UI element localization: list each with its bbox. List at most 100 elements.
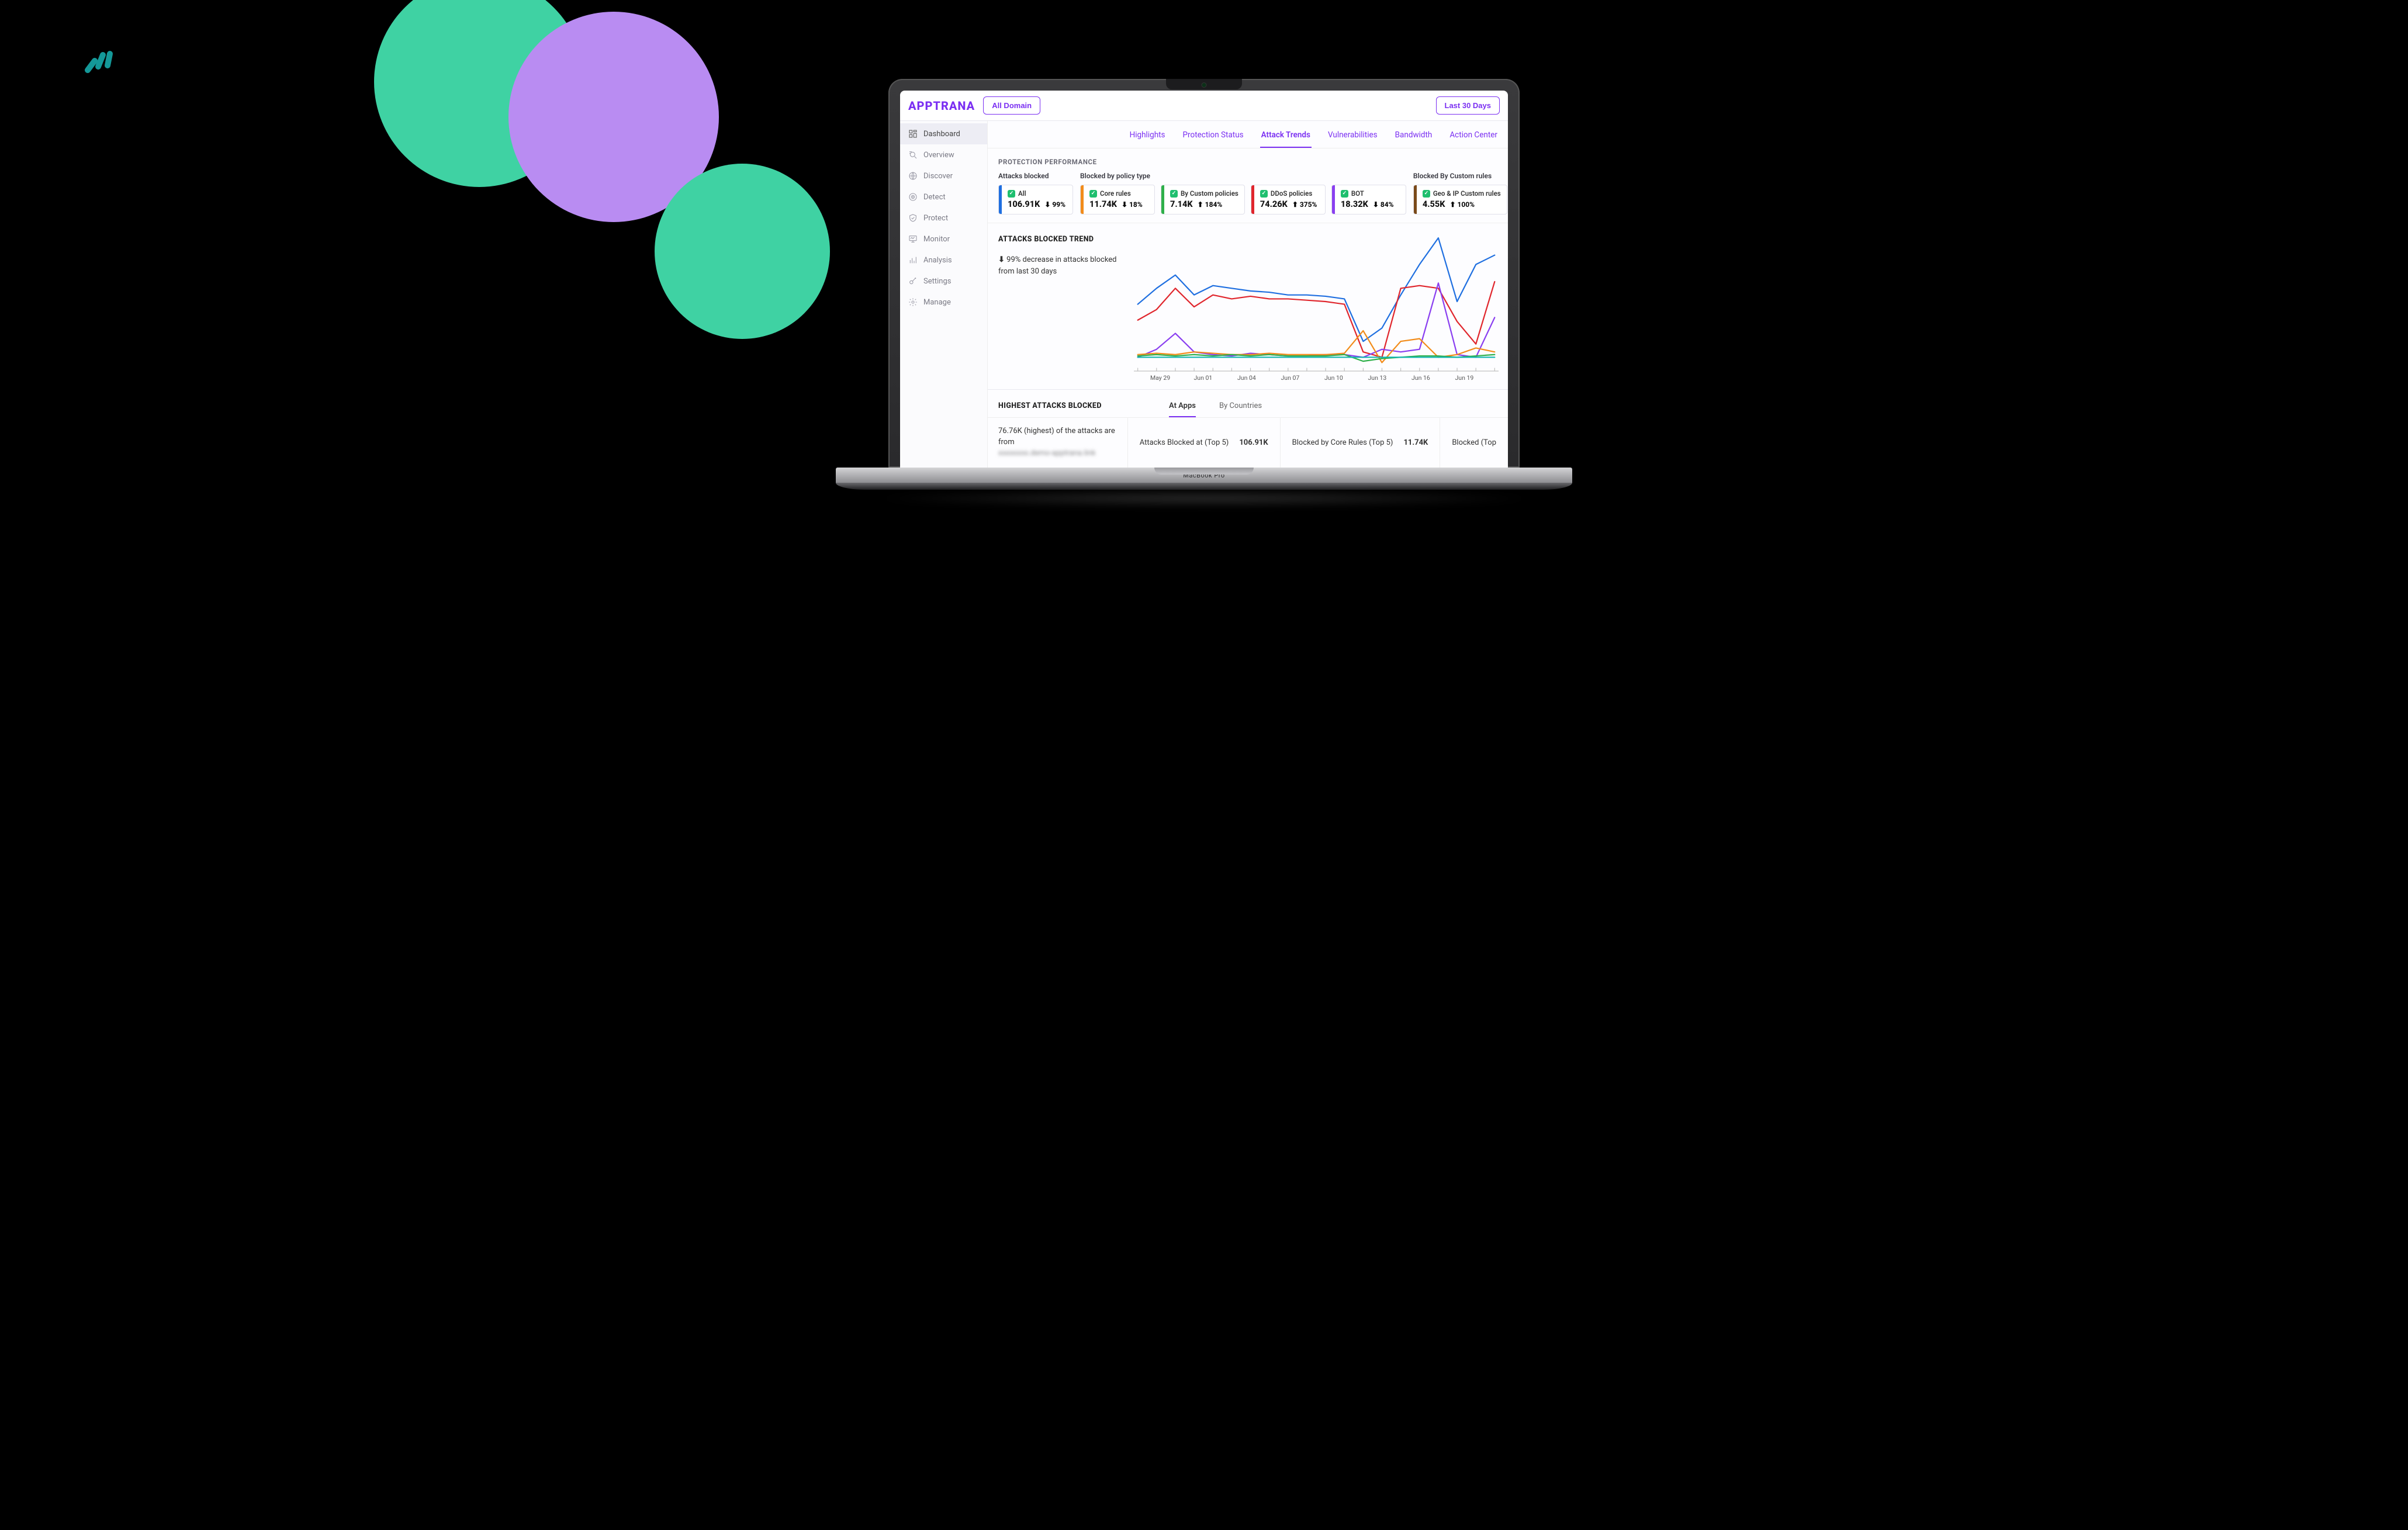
bg-circle-green-2	[655, 164, 830, 339]
highest-subtabs: At Apps By Countries	[1146, 392, 1262, 417]
kpi-title: By Custom policies	[1181, 189, 1238, 198]
highest-metric: Attacks Blocked at (Top 5)106.91K	[1127, 418, 1280, 468]
brand-logo: APPTRANA	[908, 99, 975, 113]
dashboard-icon	[908, 129, 918, 139]
sidebar-item-protect[interactable]: Protect	[900, 207, 987, 229]
sidebar-item-manage[interactable]: Manage	[900, 292, 987, 313]
tab-row: Highlights Protection Status Attack Trends…	[988, 121, 1508, 148]
sidebar: Dashboard Overview Discover Detect Protect Mo…	[900, 121, 988, 468]
highest-metric: Blocked (Top	[1440, 418, 1508, 468]
metric-label: Blocked (Top	[1452, 438, 1496, 448]
x-tick-label: Jun 07	[1281, 374, 1325, 382]
highest-desc: 76.76K (highest) of the attacks are from…	[988, 418, 1127, 468]
trend-chart: May 29Jun 01Jun 04Jun 07Jun 10Jun 13Jun …	[1134, 223, 1508, 389]
date-range-button[interactable]: Last 30 Days	[1436, 96, 1500, 115]
content-area: Highlights Protection Status Attack Trends…	[988, 121, 1508, 468]
tab-vulnerabilities[interactable]: Vulnerabilities	[1327, 128, 1379, 148]
kpi-group-label: Blocked By Custom rules	[1413, 172, 1507, 181]
sidebar-item-label: Detect	[923, 193, 946, 202]
trend-x-axis: May 29Jun 01Jun 04Jun 07Jun 10Jun 13Jun …	[1134, 372, 1499, 382]
kpi-card[interactable]: ✓By Custom policies 7.14K ⬆ 184%	[1161, 185, 1245, 214]
metric-label: Blocked by Core Rules (Top 5)	[1292, 438, 1393, 448]
app-screen: APPTRANA All Domain Last 30 Days Dashboa…	[900, 91, 1508, 468]
sidebar-item-overview[interactable]: Overview	[900, 144, 987, 165]
check-icon: ✓	[1341, 190, 1348, 198]
detect-icon	[908, 192, 918, 202]
kpi-value: 18.32K	[1341, 199, 1368, 209]
sidebar-item-label: Overview	[923, 151, 954, 160]
kpi-value: 7.14K	[1170, 199, 1193, 209]
tab-attack-trends[interactable]: Attack Trends	[1260, 128, 1312, 148]
sidebar-item-dashboard[interactable]: Dashboard	[900, 123, 987, 144]
section-label-protection: PROTECTION PERFORMANCE	[988, 148, 1508, 172]
sidebar-item-label: Protect	[923, 214, 948, 223]
kpi-delta: ⬇ 84%	[1373, 200, 1394, 209]
tab-action-center[interactable]: Action Center	[1448, 128, 1499, 148]
x-tick-label: Jun 16	[1411, 374, 1455, 382]
sidebar-item-label: Analysis	[923, 256, 952, 265]
protect-icon	[908, 213, 918, 223]
kpi-group-label: Attacks blocked	[998, 172, 1073, 181]
metric-label: Attacks Blocked at (Top 5)	[1140, 438, 1229, 448]
metric-value: 11.74K	[1403, 438, 1428, 447]
kpi-delta: ⬆ 375%	[1292, 200, 1317, 209]
monitor-icon	[908, 234, 918, 244]
highest-metric: Blocked by Core Rules (Top 5) 11.74K	[1280, 418, 1440, 468]
laptop-base: MacBook Pro	[836, 468, 1572, 507]
laptop-notch	[1166, 79, 1242, 89]
tab-protection-status[interactable]: Protection Status	[1182, 128, 1245, 148]
kpi-card[interactable]: ✓BOT 18.32K ⬇ 84%	[1331, 185, 1406, 214]
kpi-card[interactable]: ✓Core rules 11.74K ⬇ 18%	[1080, 185, 1155, 214]
x-tick-label: Jun 01	[1194, 374, 1238, 382]
kpi-title: Core rules	[1100, 189, 1131, 198]
sidebar-item-analysis[interactable]: Analysis	[900, 250, 987, 271]
analysis-icon	[908, 255, 918, 265]
manage-icon	[908, 297, 918, 307]
kpi-title: BOT	[1351, 189, 1364, 198]
laptop-frame: APPTRANA All Domain Last 30 Days Dashboa…	[888, 79, 1520, 468]
highest-title: HIGHEST ATTACKS BLOCKED	[988, 390, 1146, 417]
x-tick-label: Jun 19	[1455, 374, 1499, 382]
sidebar-item-label: Settings	[923, 277, 951, 286]
x-tick-label: Jun 04	[1237, 374, 1281, 382]
highest-source-blurred: xxxxxxxx.demo-apptrana.link	[998, 448, 1096, 459]
kpi-value: 106.91K	[1008, 199, 1040, 209]
x-tick-label: Jun 13	[1368, 374, 1412, 382]
tab-highlights[interactable]: Highlights	[1129, 128, 1167, 148]
kpi-group: Attacks blocked ✓All 106.91K ⬇ 99%	[998, 172, 1073, 214]
sidebar-item-label: Monitor	[923, 235, 950, 244]
topbar: APPTRANA All Domain Last 30 Days	[900, 91, 1508, 121]
kpi-card[interactable]: ✓DDoS policies 74.26K ⬆ 375%	[1251, 185, 1326, 214]
domain-selector-button[interactable]: All Domain	[983, 96, 1040, 115]
kpi-delta: ⬇ 99%	[1044, 200, 1065, 209]
check-icon: ✓	[1008, 190, 1015, 198]
check-icon: ✓	[1260, 190, 1268, 198]
kpi-title: Geo & IP Custom rules	[1433, 189, 1501, 198]
kpi-delta: ⬇ 18%	[1122, 200, 1143, 209]
kpi-card[interactable]: ✓All 106.91K ⬇ 99%	[998, 185, 1073, 214]
subtab-by-countries[interactable]: By Countries	[1219, 401, 1262, 417]
discover-icon	[908, 171, 918, 181]
sidebar-item-detect[interactable]: Detect	[900, 186, 987, 207]
sidebar-item-label: Dashboard	[923, 130, 960, 139]
highest-section: HIGHEST ATTACKS BLOCKED At Apps By Countr…	[988, 389, 1508, 468]
spark-accent-icon	[82, 47, 117, 77]
check-icon: ✓	[1170, 190, 1178, 198]
kpi-row: Attacks blocked ✓All 106.91K ⬇ 99% Block…	[988, 172, 1508, 223]
tab-bandwidth[interactable]: Bandwidth	[1394, 128, 1434, 148]
kpi-group-label: Blocked by policy type	[1080, 172, 1406, 181]
trend-summary: ⬇ 99% decrease in attacks blocked from l…	[998, 254, 1123, 277]
kpi-card[interactable]: ✓Geo & IP Custom rules 4.55K ⬆ 100%	[1413, 185, 1507, 214]
x-tick-label: Jun 10	[1324, 374, 1368, 382]
trend-title: ATTACKS BLOCKED TREND	[998, 235, 1123, 244]
kpi-title: DDoS policies	[1271, 189, 1312, 198]
x-tick-label: May 29	[1150, 374, 1194, 382]
sidebar-item-monitor[interactable]: Monitor	[900, 229, 987, 250]
overview-icon	[908, 150, 918, 160]
sidebar-item-discover[interactable]: Discover	[900, 165, 987, 186]
highest-row: 76.76K (highest) of the attacks are from…	[988, 417, 1508, 468]
subtab-at-apps[interactable]: At Apps	[1169, 401, 1196, 417]
sidebar-item-settings[interactable]: Settings	[900, 271, 987, 292]
sidebar-item-label: Manage	[923, 298, 951, 307]
kpi-delta: ⬆ 184%	[1198, 200, 1223, 209]
